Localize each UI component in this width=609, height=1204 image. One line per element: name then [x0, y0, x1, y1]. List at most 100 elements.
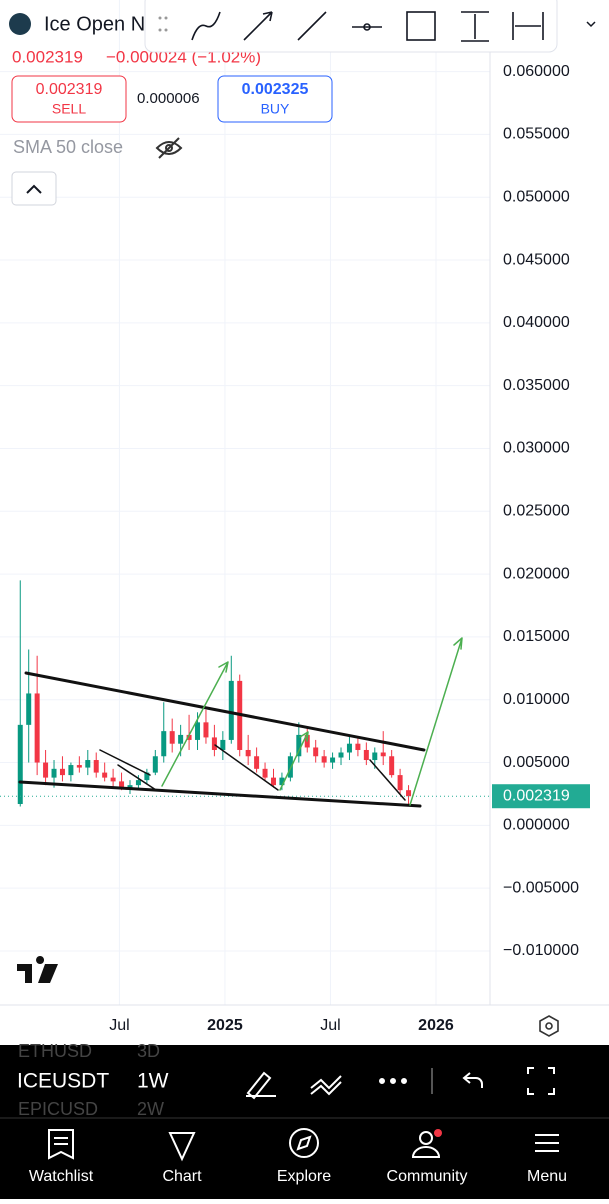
last-price-label: 0.002319 — [503, 787, 570, 804]
drag-handle[interactable] — [158, 16, 162, 20]
settings-icon-center — [545, 1022, 553, 1030]
ghost-interval: 3D — [137, 1041, 160, 1061]
draw-icon[interactable] — [246, 1071, 276, 1100]
arrow — [161, 661, 229, 787]
y-tick-label: 0.015000 — [503, 628, 570, 645]
candle-body — [76, 765, 82, 768]
drawing-toolbar — [144, 0, 558, 53]
y-tick-label: 0.020000 — [503, 565, 570, 582]
menu-icon — [535, 1134, 559, 1152]
sell-price: 0.002319 — [36, 81, 103, 98]
candle-body — [321, 756, 327, 763]
buy-button[interactable] — [217, 75, 333, 123]
nav-label[interactable]: Watchlist — [29, 1168, 94, 1185]
symbol-name[interactable]: Ice Open N — [44, 13, 145, 35]
drawings — [18, 637, 463, 808]
nav-label[interactable]: Community — [387, 1168, 468, 1185]
candle-body — [68, 765, 74, 776]
more-icon[interactable] — [379, 1078, 385, 1084]
candle-body — [330, 757, 336, 763]
candle-body — [152, 756, 158, 773]
arrow — [279, 731, 309, 791]
candle-body — [228, 680, 234, 740]
candle-body — [135, 780, 141, 786]
spread: 0.000006 — [137, 90, 200, 107]
x-tick-label: Jul — [109, 1017, 129, 1034]
more-icon — [401, 1078, 407, 1084]
candle-body — [119, 781, 125, 788]
arrow-tool[interactable] — [243, 11, 273, 41]
y-tick-label: 0.010000 — [503, 691, 570, 708]
y-tick-label: −0.010000 — [503, 942, 579, 959]
candle-body — [186, 734, 192, 740]
candle-body — [110, 777, 116, 782]
date-range-tool[interactable] — [512, 12, 544, 40]
toolbar-symbol[interactable]: ICEUSDT — [17, 1070, 109, 1093]
nav-label[interactable]: Explore — [277, 1168, 331, 1185]
sell-button[interactable] — [11, 75, 127, 123]
candle-body — [161, 731, 167, 757]
x-tick-label: 2025 — [207, 1017, 243, 1034]
fullscreen-icon[interactable] — [527, 1067, 555, 1095]
drag-handle — [164, 16, 168, 20]
y-tick-label: 0.030000 — [503, 440, 570, 457]
candle-body — [355, 743, 361, 750]
candle-body — [346, 743, 352, 753]
ghost-symbol: ETHUSD — [18, 1041, 92, 1061]
toolbar-interval[interactable]: 1W — [137, 1070, 169, 1093]
y-tick-label: 0.050000 — [503, 188, 570, 205]
nav-label[interactable]: Chart — [162, 1168, 202, 1185]
indicators-icon[interactable] — [310, 1075, 342, 1096]
last-price-tag — [492, 784, 590, 809]
price-range-tool[interactable] — [461, 11, 489, 42]
undo-icon[interactable] — [462, 1072, 483, 1088]
bottom-toolbar — [0, 1045, 609, 1118]
candle-body — [372, 752, 378, 761]
watchlist-icon — [48, 1129, 74, 1160]
candle-body — [211, 737, 217, 750]
candle-body — [102, 772, 108, 778]
trend-line — [214, 744, 279, 791]
more-icon — [390, 1078, 396, 1084]
y-tick-label: 0.045000 — [503, 251, 570, 268]
arrow — [409, 637, 463, 806]
rectangle-tool[interactable] — [406, 11, 436, 41]
collapse-icon — [26, 184, 42, 194]
trend-line — [117, 764, 157, 791]
hide-icon[interactable] — [155, 137, 183, 159]
candle-body — [338, 752, 344, 758]
candle-body — [195, 722, 201, 740]
y-tick-label: 0.035000 — [503, 377, 570, 394]
buy-price: 0.002325 — [242, 81, 309, 98]
y-tick-label: −0.005000 — [503, 879, 579, 896]
candle-body — [296, 734, 302, 757]
notification-dot — [434, 1129, 442, 1137]
tool-handle — [363, 23, 371, 31]
logo — [17, 956, 58, 983]
candle-body — [245, 749, 251, 757]
nav-label[interactable]: Menu — [527, 1168, 567, 1185]
y-tick-label: 0.060000 — [503, 63, 570, 80]
y-tick-label: 0.040000 — [503, 314, 570, 331]
candle-body — [178, 734, 184, 744]
line-tool[interactable] — [297, 11, 327, 41]
candle-body — [26, 693, 32, 725]
candle-body — [59, 768, 65, 776]
nav-bar — [0, 1118, 609, 1199]
candle-body — [144, 772, 150, 781]
header-price: 0.002319 — [12, 47, 83, 66]
x-tick-label: Jul — [320, 1017, 340, 1034]
settings-icon[interactable] — [539, 1015, 559, 1037]
candle-body — [363, 749, 369, 761]
candle-body — [43, 762, 49, 778]
candle-body — [397, 775, 403, 791]
ghost-interval: 2W — [137, 1099, 164, 1119]
y-tick-label: 0.005000 — [503, 754, 570, 771]
indicator-label[interactable]: SMA 50 close — [13, 137, 123, 157]
curve-tool[interactable] — [191, 11, 221, 41]
dropdown[interactable] — [586, 21, 596, 28]
collapse-button[interactable] — [11, 171, 57, 206]
explore-needle — [296, 1135, 312, 1151]
candle-body — [279, 777, 285, 786]
